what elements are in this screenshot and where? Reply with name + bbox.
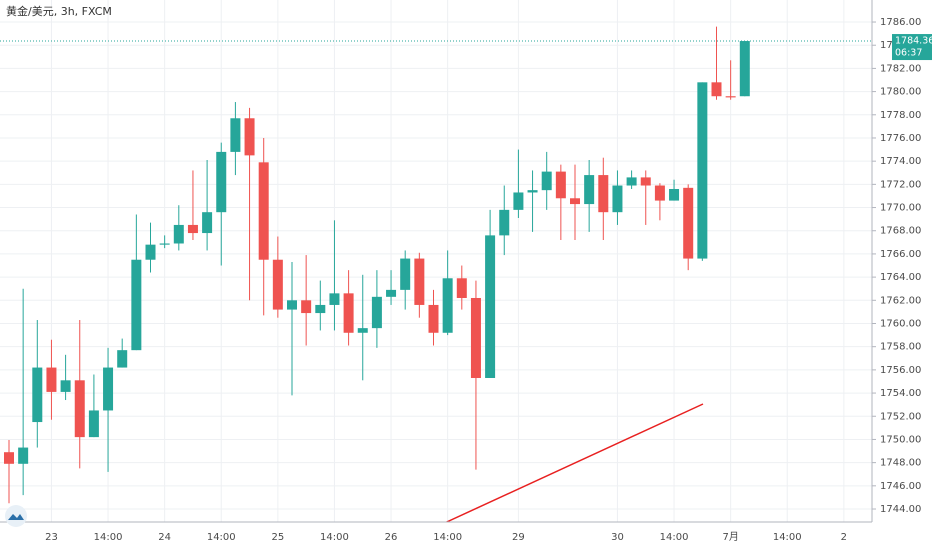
x-tick-label: 7月 [722,531,738,543]
candle-body [145,244,156,260]
y-tick-label: 1770.00 [880,203,921,214]
candle-body [315,304,326,314]
x-tick-label: 29 [512,532,525,543]
y-tick-label: 1754.00 [880,388,921,399]
candle-body [725,96,736,98]
y-tick-label: 1774.00 [880,156,921,167]
candle-body [258,162,269,260]
candle-body [669,188,680,201]
candle-body [357,328,368,333]
candle-body [32,367,43,423]
candle-body [541,171,552,191]
y-tick-label: 1760.00 [880,318,921,329]
candle-body [230,118,241,152]
chart-title: 黄金/美元, 3h, FXCM [6,4,112,18]
y-tick-label: 1744.00 [880,504,921,515]
candle-body [18,447,29,464]
candle-body [555,171,566,199]
candle-body [739,41,750,97]
candle-body [442,278,453,333]
x-tick-label: 14:00 [773,532,802,543]
x-tick-label: 2 [841,532,847,543]
candle-body [513,192,524,210]
candle-body [74,380,85,438]
y-tick-label: 1748.00 [880,458,921,469]
last-price-tag [892,34,932,61]
y-tick-label: 1762.00 [880,295,921,306]
logo[interactable] [5,505,27,527]
candle-body [202,212,213,234]
x-tick-label: 23 [45,532,58,543]
y-tick-label: 1776.00 [880,133,921,144]
candle-body [103,367,114,411]
y-tick-label: 1780.00 [880,87,921,98]
candle-body [329,293,340,305]
candle-body [371,296,382,329]
candle-body [711,82,722,97]
candle-body [527,190,538,193]
candle-body [301,300,312,314]
x-tick-label: 14:00 [320,532,349,543]
candle-body [187,224,198,234]
candle-body [598,175,609,213]
candle-body [499,209,510,236]
y-axis-bg [872,0,932,550]
candle-body [654,185,665,201]
y-tick-label: 1746.00 [880,481,921,492]
y-tick-label: 1756.00 [880,365,921,376]
y-tick-label: 1768.00 [880,226,921,237]
candle-body [456,278,467,298]
last-price-label: 1784.36 [895,36,932,47]
candle-body [584,175,595,205]
candle-body [287,300,297,310]
x-tick-label: 14:00 [433,532,462,543]
x-tick-label: 14:00 [207,532,236,543]
y-tick-label: 1786.00 [880,17,921,28]
candle-body [131,259,142,351]
trend-line[interactable] [424,403,704,533]
x-tick-label: 14:00 [660,532,689,543]
candle-body [612,185,623,213]
candle-body [640,177,651,186]
candle-body [216,151,227,213]
candle-body [683,187,694,259]
x-tick-label: 26 [385,532,398,543]
candle-body [4,452,14,464]
candle-body [60,380,71,392]
candle-body [697,82,708,259]
candle-body [428,304,439,333]
x-tick-label: 25 [271,532,284,543]
x-tick-label: 24 [158,532,171,543]
candle-body [46,367,57,392]
candle-body [88,410,99,438]
y-tick-label: 1750.00 [880,434,921,445]
x-axis-bg [0,522,932,550]
candle-body [470,297,481,378]
candle-body [386,289,397,297]
y-tick-label: 1758.00 [880,342,921,353]
y-tick-label: 1778.00 [880,110,921,121]
y-tick-label: 1766.00 [880,249,921,260]
candle-body [117,350,128,368]
y-tick-label: 1782.00 [880,63,921,74]
candle-body [343,293,354,333]
candle-body [485,235,496,378]
candle-body [400,258,411,290]
y-tick-label: 1772.00 [880,179,921,190]
candle-body [570,198,580,205]
candle-body [414,258,425,305]
y-tick-label: 1764.00 [880,272,921,283]
countdown-label: 06:37 [895,48,922,59]
x-tick-label: 30 [611,532,624,543]
candle-body [173,224,184,244]
candle-body [626,177,637,186]
y-tick-label: 1752.00 [880,411,921,422]
candle-body [244,118,255,156]
candle-body [159,243,170,245]
x-tick-label: 14:00 [94,532,123,543]
candle-body [272,259,283,310]
